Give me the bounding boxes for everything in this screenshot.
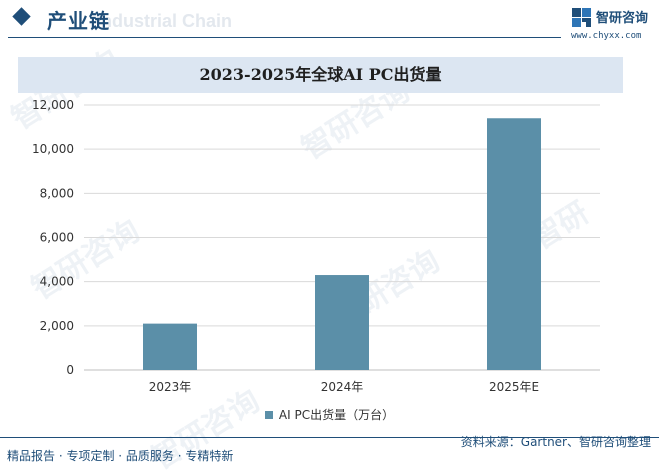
- bar: [487, 118, 541, 370]
- y-tick-label: 8,000: [40, 186, 74, 200]
- legend-swatch: [264, 411, 273, 419]
- bar: [143, 323, 197, 370]
- y-tick-label: 12,000: [32, 98, 74, 112]
- x-tick-label: 2023年: [149, 380, 192, 394]
- brand-name: 智研咨询: [596, 11, 649, 26]
- legend-label: AI PC出货量（万台）: [278, 408, 395, 422]
- chart-legend: AI PC出货量（万台）: [0, 406, 659, 424]
- page-header: Industrial Chain 产业链 智研咨询 www.chyxx.com: [0, 0, 659, 41]
- bar: [315, 275, 369, 370]
- y-tick-label: 6,000: [40, 231, 74, 245]
- header-rule: [8, 37, 561, 38]
- y-tick-label: 4,000: [40, 275, 74, 289]
- chart-title: 2023-2025年全球AI PC出货量: [199, 65, 442, 84]
- footer-rule: [0, 437, 659, 438]
- y-tick-label: 10,000: [32, 142, 74, 156]
- page-title: 产业链: [47, 9, 110, 33]
- brand-logo-icon: [572, 8, 591, 27]
- y-tick-label: 0: [66, 363, 74, 377]
- y-tick-label: 2,000: [40, 319, 74, 333]
- x-tick-label: 2024年: [321, 380, 364, 394]
- footer-tagline: 精品报告 · 专项定制 · 品质服务 · 专精特新: [7, 449, 234, 463]
- brand-url: www.chyxx.com: [571, 31, 642, 41]
- source-note: 资料来源：Gartner、智研咨询整理: [460, 435, 651, 449]
- chart-title-band: 2023-2025年全球AI PC出货量: [18, 57, 623, 93]
- x-tick-label: 2025年E: [489, 380, 539, 394]
- header-ghost-text: Industrial Chain: [96, 11, 233, 31]
